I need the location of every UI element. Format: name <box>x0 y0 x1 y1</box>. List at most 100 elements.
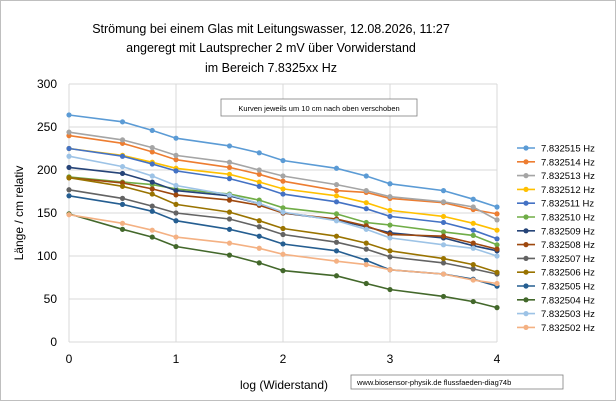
legend-marker <box>523 311 529 317</box>
data-point <box>280 191 286 197</box>
data-point <box>440 219 447 226</box>
y-tick-label: 300 <box>37 77 57 91</box>
data-point <box>226 240 233 246</box>
data-point <box>333 273 340 279</box>
legend-label: 7.832512 Hz <box>541 185 595 196</box>
data-point <box>387 194 393 200</box>
data-point <box>387 286 393 293</box>
data-point <box>119 170 126 177</box>
data-point <box>494 280 500 287</box>
data-point <box>363 206 369 212</box>
legend-entry: 7.832508 Hz <box>517 240 595 251</box>
watermark-text: www.biosensor-physik.de flussfaeden-diag… <box>356 378 511 387</box>
data-point <box>256 218 262 224</box>
legend-entry: 7.832512 Hz <box>517 185 595 196</box>
data-point <box>363 262 369 268</box>
data-point <box>66 212 72 218</box>
legend-entry: 7.832515 Hz <box>517 144 595 155</box>
data-point <box>280 251 286 257</box>
data-point <box>494 227 500 233</box>
data-point <box>226 209 233 215</box>
data-point <box>149 145 155 151</box>
series-7832503 <box>66 153 500 259</box>
data-point <box>66 153 72 159</box>
data-point <box>66 145 72 152</box>
x-tick-label: 2 <box>280 352 287 366</box>
legend-marker <box>523 242 529 248</box>
data-point <box>470 240 476 246</box>
data-point <box>149 149 155 155</box>
x-tick-label: 4 <box>494 352 501 366</box>
data-point <box>363 257 369 263</box>
series-7832504 <box>66 211 500 311</box>
plot-series <box>66 112 500 311</box>
data-point <box>280 209 286 215</box>
data-point <box>470 227 476 233</box>
legend-entry: 7.832503 Hz <box>517 309 595 320</box>
legend-marker <box>523 269 529 275</box>
data-point <box>387 235 393 241</box>
data-point <box>256 167 262 173</box>
data-point <box>173 135 179 141</box>
data-point <box>173 182 179 189</box>
data-point <box>470 277 476 283</box>
data-point <box>280 173 286 179</box>
legend-label: 7.832506 Hz <box>541 268 595 279</box>
data-point <box>494 242 500 248</box>
y-tick-label: 0 <box>50 335 57 349</box>
data-point <box>333 248 340 254</box>
data-point <box>256 260 262 266</box>
legend-label: 7.832507 Hz <box>541 254 595 265</box>
data-point <box>363 246 369 252</box>
data-point <box>494 269 500 275</box>
data-point <box>119 201 126 207</box>
data-point <box>440 255 447 262</box>
data-point <box>149 127 155 134</box>
legend-entry: 7.832510 Hz <box>517 213 595 224</box>
y-tick-label: 100 <box>37 249 57 263</box>
data-point <box>494 253 500 259</box>
data-point <box>440 199 447 205</box>
data-point <box>440 213 447 220</box>
legend-marker <box>523 214 529 220</box>
data-point <box>119 119 126 125</box>
data-point <box>256 150 262 156</box>
legend-label: 7.832511 Hz <box>541 199 594 210</box>
legend-label: 7.832514 Hz <box>541 157 595 168</box>
legend-label: 7.832510 Hz <box>541 213 595 224</box>
data-point <box>494 246 500 252</box>
annotation-text: Kurven jeweils um 10 cm nach oben versch… <box>238 104 399 113</box>
legend-entry: 7.832511 Hz <box>517 199 594 210</box>
data-point <box>173 243 179 250</box>
legend-entry: 7.832509 Hz <box>517 226 595 237</box>
watermark-box <box>350 374 564 390</box>
data-point <box>173 192 179 198</box>
y-tick-label: 250 <box>37 120 57 134</box>
x-tick-label: 1 <box>173 352 180 366</box>
legend-label: 7.832504 Hz <box>541 295 595 306</box>
data-point <box>66 187 72 193</box>
data-point <box>494 236 500 242</box>
data-point <box>149 186 155 192</box>
data-point <box>333 218 340 224</box>
legend-marker <box>523 173 529 179</box>
data-point <box>119 153 126 159</box>
data-point <box>470 245 476 251</box>
data-point <box>333 199 340 205</box>
legend-entry: 7.832513 Hz <box>517 171 595 182</box>
data-point <box>256 171 262 177</box>
data-point <box>494 211 500 217</box>
chart-title-line-2: angeregt mit Lautsprecher 2 mV über Vorw… <box>126 41 416 55</box>
data-point <box>119 163 126 170</box>
data-point <box>173 234 179 240</box>
data-point <box>387 222 393 228</box>
data-point <box>440 293 447 300</box>
data-point <box>256 179 262 185</box>
data-point <box>470 196 476 202</box>
data-point <box>226 171 233 177</box>
data-point <box>119 137 126 143</box>
data-point <box>226 164 233 171</box>
data-point <box>66 129 72 135</box>
data-point <box>173 157 179 163</box>
data-point <box>149 227 155 233</box>
